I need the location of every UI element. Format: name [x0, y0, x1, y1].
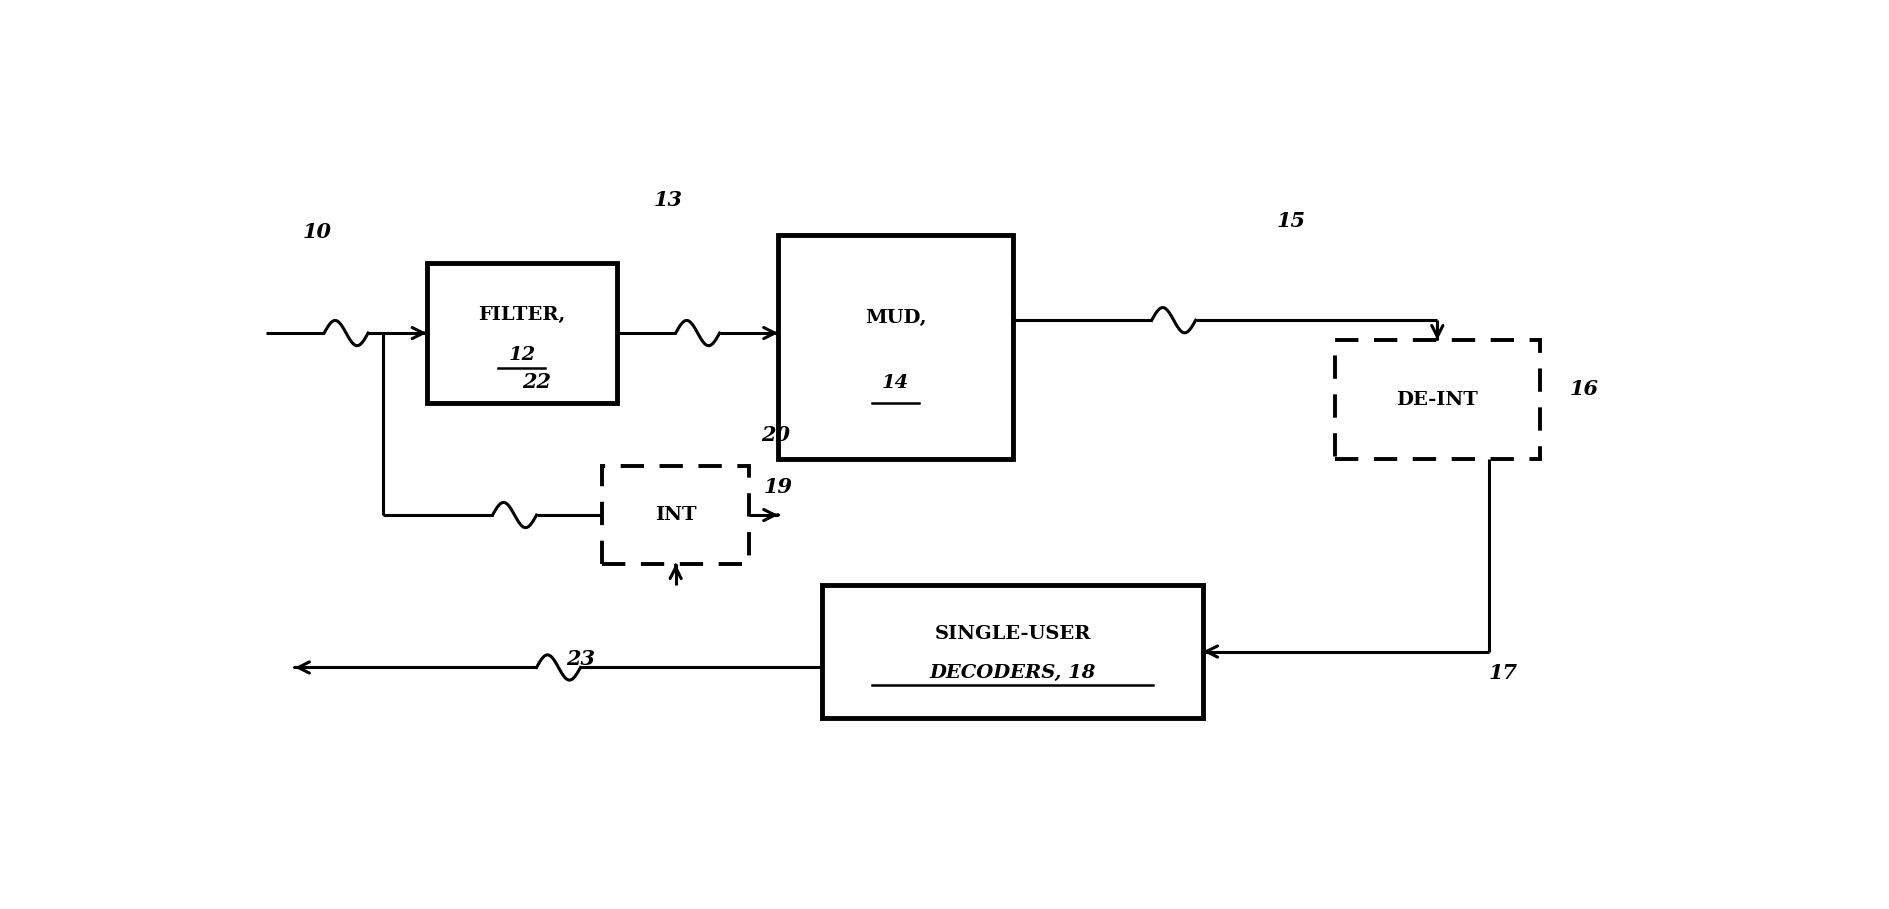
Text: FILTER,: FILTER, [478, 305, 565, 324]
Bar [603, 466, 748, 564]
Text: DECODERS, 18: DECODERS, 18 [929, 664, 1096, 682]
Text: 10: 10 [302, 222, 331, 242]
Text: 12: 12 [508, 346, 535, 365]
Text: DE-INT: DE-INT [1396, 391, 1477, 408]
Bar [778, 235, 1013, 459]
Bar [1334, 340, 1540, 459]
Bar [822, 585, 1201, 718]
Text: 17: 17 [1489, 663, 1517, 683]
Text: 23: 23 [565, 648, 595, 668]
Text: 14: 14 [882, 374, 909, 392]
Text: 20: 20 [761, 425, 790, 445]
Text: MUD,: MUD, [863, 309, 926, 327]
Bar [427, 263, 616, 403]
Text: 15: 15 [1275, 211, 1305, 231]
Text: 13: 13 [654, 190, 682, 210]
Text: 16: 16 [1568, 379, 1598, 399]
Text: INT: INT [654, 506, 697, 524]
Text: 22: 22 [521, 372, 552, 392]
Text: 19: 19 [763, 477, 791, 497]
Text: SINGLE-USER: SINGLE-USER [933, 625, 1090, 644]
